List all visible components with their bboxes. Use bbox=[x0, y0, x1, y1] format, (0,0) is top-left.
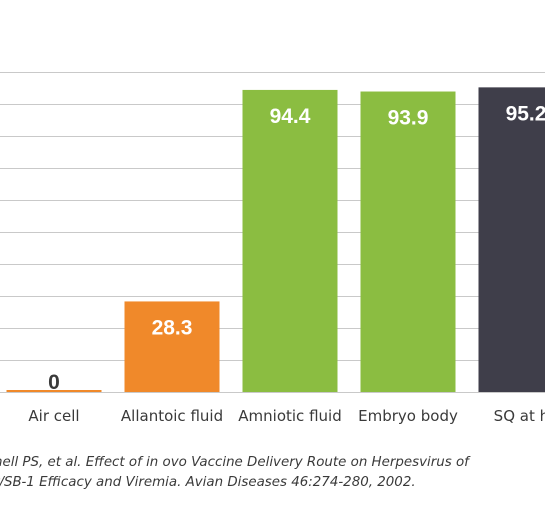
citation-line-2: r/SB-1 Efficacy and Viremia. Avian Disea… bbox=[0, 475, 416, 490]
citation: nell PS, et al. Effect of in ovo Vaccine… bbox=[0, 453, 545, 493]
category-label: Allantoic fluid bbox=[121, 407, 223, 425]
bar-amniotic-fluid bbox=[242, 89, 338, 393]
data-label: 95.2 bbox=[506, 102, 545, 125]
data-labels: 0 28.3 94.4 93.9 95.2 bbox=[48, 102, 545, 394]
bars bbox=[6, 87, 545, 393]
category-label: Air cell bbox=[28, 407, 79, 425]
bar-air-cell bbox=[6, 390, 102, 392]
category-label: SQ at ha bbox=[494, 407, 545, 425]
data-label: 94.4 bbox=[270, 105, 311, 128]
bar-allantoic-fluid bbox=[124, 301, 220, 392]
bar-embryo-body bbox=[360, 91, 456, 393]
bar-sq-at-ha bbox=[478, 87, 545, 393]
category-axis-labels: Air cell Allantoic fluid Amniotic fluid Emb… bbox=[28, 407, 545, 425]
data-label: 0 bbox=[48, 371, 60, 394]
data-label: 28.3 bbox=[152, 316, 193, 339]
category-label: Amniotic fluid bbox=[238, 407, 341, 425]
data-label: 93.9 bbox=[388, 107, 429, 130]
citation-line-1: nell PS, et al. Effect of in ovo Vaccine… bbox=[0, 455, 469, 470]
category-label: Embryo body bbox=[358, 407, 458, 425]
